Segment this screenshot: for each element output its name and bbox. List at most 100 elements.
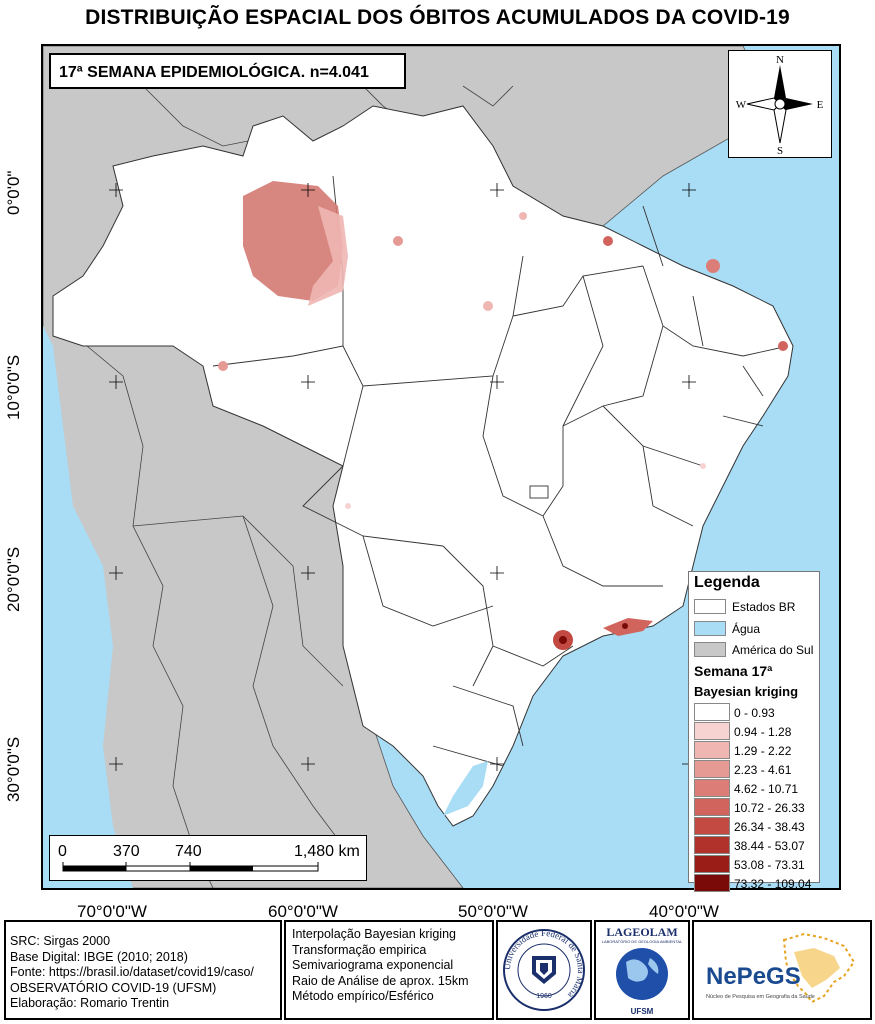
legend-class-swatch [694,855,730,873]
nepegs-logo: NePeGS Núcleo de Pesquisa em Geografia d… [692,920,872,1020]
map-canvas [43,46,794,888]
credit-line: OBSERVATÓRIO COVID-19 (UFSM) [10,980,217,995]
legend-class-row: 4.62 - 10.71 [694,779,814,798]
legend-class-swatch [694,703,730,721]
lat-label-10s: 10°0'0"S [4,354,23,420]
legend-class-label: 26.34 - 38.43 [734,820,805,834]
map-title: DISTRIBUIÇÃO ESPACIAL DOS ÓBITOS ACUMULA… [85,6,790,29]
hotspot-sp-core [559,636,567,644]
legend-class-swatch [694,722,730,740]
lat-label-0: 0°0'0" [4,170,23,215]
legend-class-label: 1.29 - 2.22 [734,744,792,758]
legend-class-label: 73.32 - 109.04 [734,877,812,891]
hotspot-bahia [700,463,706,469]
legend-class-row: 0.94 - 1.28 [694,722,814,741]
ufsm-year: 1960 [536,993,552,1000]
legend-class-swatch [694,779,730,797]
pacific-ocean [43,326,133,888]
credit-line: SRC: Sirgas 2000 [10,934,111,948]
legend-subtitle: Semana 17ª [694,663,773,679]
brazil-landmass [52,105,794,827]
hotspot-para [483,301,493,311]
legend-class-label: 38.44 - 53.07 [734,839,805,853]
legend-item-label: Estados BR [732,600,796,614]
lageolam-bottom: UFSM [631,1007,654,1016]
legend-class-swatch [694,741,730,759]
method-line: Transformação empirica [292,942,427,957]
lon-label-70w: 70°0'0"W [77,902,147,921]
method-line: Interpolação Bayesian kriging [292,927,456,941]
scale-bar [49,835,367,881]
hotspot-amazonas-halo [308,206,348,306]
scale-tick-370: 370 [113,843,140,860]
hotspot-cuiaba [345,503,351,509]
method-line: Método empírico/Esférico [292,989,434,1003]
hotspot-belem [603,236,613,246]
hotspot-rio-core [622,623,628,629]
credits-box: SRC: Sirgas 2000 Base Digital: IBGE (201… [4,920,282,1020]
ufsm-logo: Universidade Federal de Santa Maria 1960 [496,920,592,1020]
hotspot-manaus-north [393,236,403,246]
legend-class-swatch [694,817,730,835]
legend-class-row: 1.29 - 2.22 [694,741,814,760]
legend-class-label: 0 - 0.93 [734,706,775,720]
legend-class-swatch [694,760,730,778]
legend-class-label: 4.62 - 10.71 [734,782,799,796]
legend-class-row: 53.08 - 73.31 [694,855,814,874]
compass-w: W [736,99,747,111]
credit-line: Base Digital: IBGE (2010; 2018) [10,949,188,964]
lat-label-30s: 30°0'0"S [4,736,23,802]
legend-item-label: Água [732,622,761,636]
credit-line: Fonte: https://brasil.io/dataset/covid19… [10,965,254,979]
lageolam-globe-icon: LAGEOLAM LABORATÓRIO DE GEOLOGIA AMBIENT… [602,925,683,1016]
scale-tick-740: 740 [175,843,202,860]
legend-method: Bayesian kriging [694,684,799,699]
legend-class-swatch [694,836,730,854]
week-label: 17ª SEMANA EPIDEMIOLÓGICA. n=4.041 [49,53,406,89]
legend-class-row: 26.34 - 38.43 [694,817,814,836]
nepegs-brazil-icon: NePeGS Núcleo de Pesquisa em Geografia d… [706,932,856,1004]
lon-label-40w: 40°0'0"W [649,902,719,921]
compass-s: S [777,145,783,157]
legend-class-row: 0 - 0.93 [694,703,814,722]
legend-title: Legenda [694,574,760,591]
nepegs-sub: Núcleo de Pesquisa em Geografia da Saúde [706,994,815,1000]
legend-class-row: 10.72 - 26.33 [694,798,814,817]
method-line: Semivariograma exponencial [292,958,454,972]
legend-class-swatch [694,874,730,892]
compass-e: E [817,99,824,111]
legend-class-row: 73.32 - 109.04 [694,874,814,893]
legend: Legenda Estados BR Água América do Sul S… [688,571,820,892]
scale-bar-graphic [62,862,319,872]
hotspot-amazonas [243,181,343,301]
lageolam-sub: LABORATÓRIO DE GEOLOGIA AMBIENTAL [602,939,683,944]
compass-n: N [776,54,784,66]
ufsm-seal-icon: Universidade Federal de Santa Maria 1960 [502,928,586,1011]
lon-label-60w: 60°0'0"W [268,902,338,921]
method-line: Raio de Análise de aprox. 15km [292,973,469,988]
nepegs-name: NePeGS [706,963,801,990]
lageolam-logo: LAGEOLAM LABORATÓRIO DE GEOLOGIA AMBIENT… [594,920,690,1020]
hotspot-amapa [519,212,527,220]
compass-rose-icon: N S W E [736,54,824,157]
legend-item-label: América do Sul [732,643,814,657]
legend-swatch [694,599,726,614]
federal-district [529,485,549,499]
lon-label-50w: 50°0'0"W [458,902,528,921]
legend-class-label: 10.72 - 26.33 [734,801,805,815]
legend-swatch [694,621,726,636]
legend-class-row: 2.23 - 4.61 [694,760,814,779]
legend-class-label: 0.94 - 1.28 [734,725,792,739]
state-borders [212,175,789,767]
legend-swatch [694,642,726,657]
hotspot-acre [218,361,228,371]
map-frame[interactable] [41,44,841,890]
legend-class-label: 2.23 - 4.61 [734,763,792,777]
north-arrow: N S W E [728,50,832,158]
scale-tick-0: 0 [58,843,67,860]
scale-tick-1480: 1,480 km [294,843,360,860]
footer: SRC: Sirgas 2000 Base Digital: IBGE (201… [0,920,875,1024]
credit-line: Elaboração: Romario Trentin [10,996,170,1010]
legend-class-label: 53.08 - 73.31 [734,858,805,872]
lagoon [443,761,488,816]
